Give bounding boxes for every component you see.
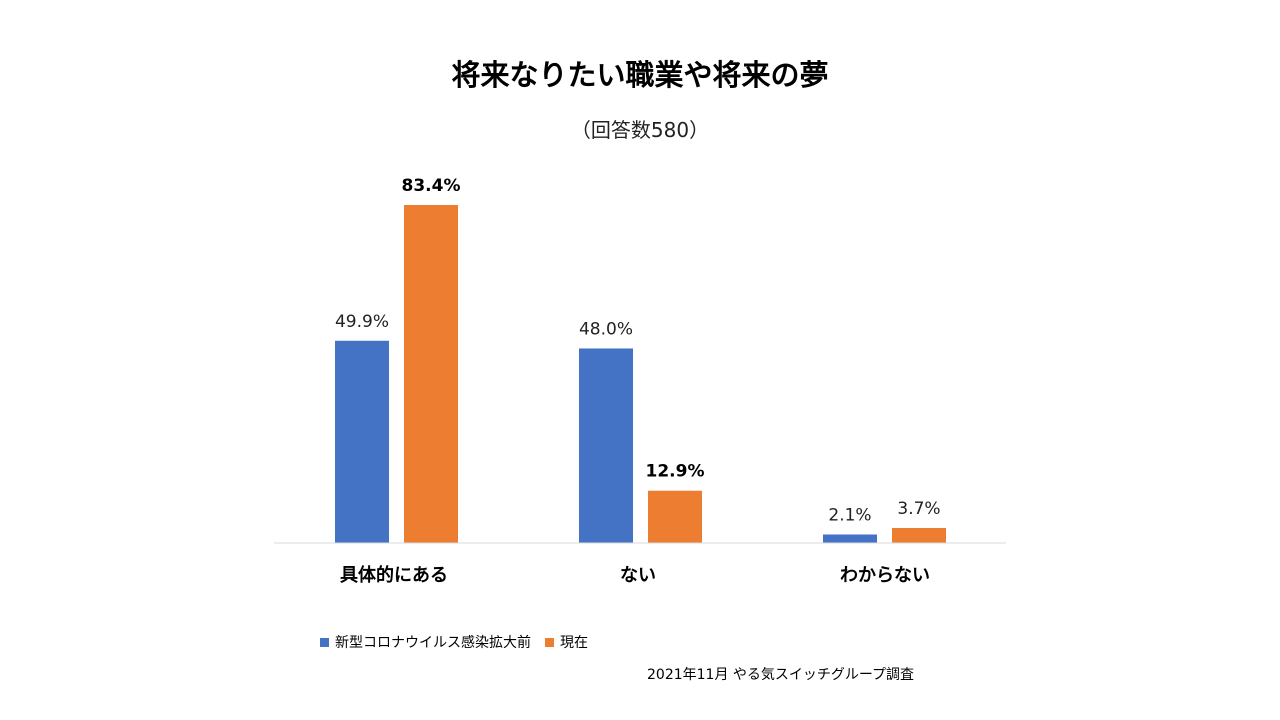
- data-label-before-1: 48.0%: [579, 319, 633, 339]
- category-label-2: わからない: [840, 565, 930, 586]
- chart-title: 将来なりたい職業や将来の夢: [451, 58, 829, 92]
- data-label-current-2: 3.7%: [897, 499, 940, 519]
- data-label-current-0: 83.4%: [402, 176, 461, 196]
- bars-layer: [335, 205, 946, 543]
- source-note: 2021年11月 やる気スイッチグループ調査: [647, 667, 915, 683]
- bar-current-0: [404, 205, 458, 543]
- bar-current-2: [892, 528, 946, 543]
- data-label-current-1: 12.9%: [646, 462, 705, 482]
- data-label-before-2: 2.1%: [828, 505, 871, 525]
- chart-subtitle: （回答数580）: [570, 118, 710, 142]
- bar-before-0: [335, 340, 389, 543]
- category-label-1: ない: [620, 565, 656, 586]
- legend-swatch-current: [545, 637, 554, 647]
- bar-before-1: [579, 348, 633, 543]
- legend-label-current: 現在: [560, 635, 588, 651]
- legend-swatch-before: [320, 637, 329, 647]
- bar-before-2: [823, 534, 877, 543]
- legend: 新型コロナウイルス感染拡大前 現在: [320, 632, 602, 652]
- bar-current-1: [648, 490, 702, 543]
- labels-layer: 49.9% 48.0% 2.1% 83.4% 12.9% 3.7% 具体的にある ない わからな…: [335, 176, 941, 586]
- legend-item-current: 現在: [545, 632, 588, 652]
- data-label-before-0: 49.9%: [335, 312, 389, 332]
- legend-item-before: 新型コロナウイルス感染拡大前: [320, 632, 531, 652]
- legend-label-before: 新型コロナウイルス感染拡大前: [335, 635, 531, 651]
- category-label-0: 具体的にある: [340, 564, 448, 586]
